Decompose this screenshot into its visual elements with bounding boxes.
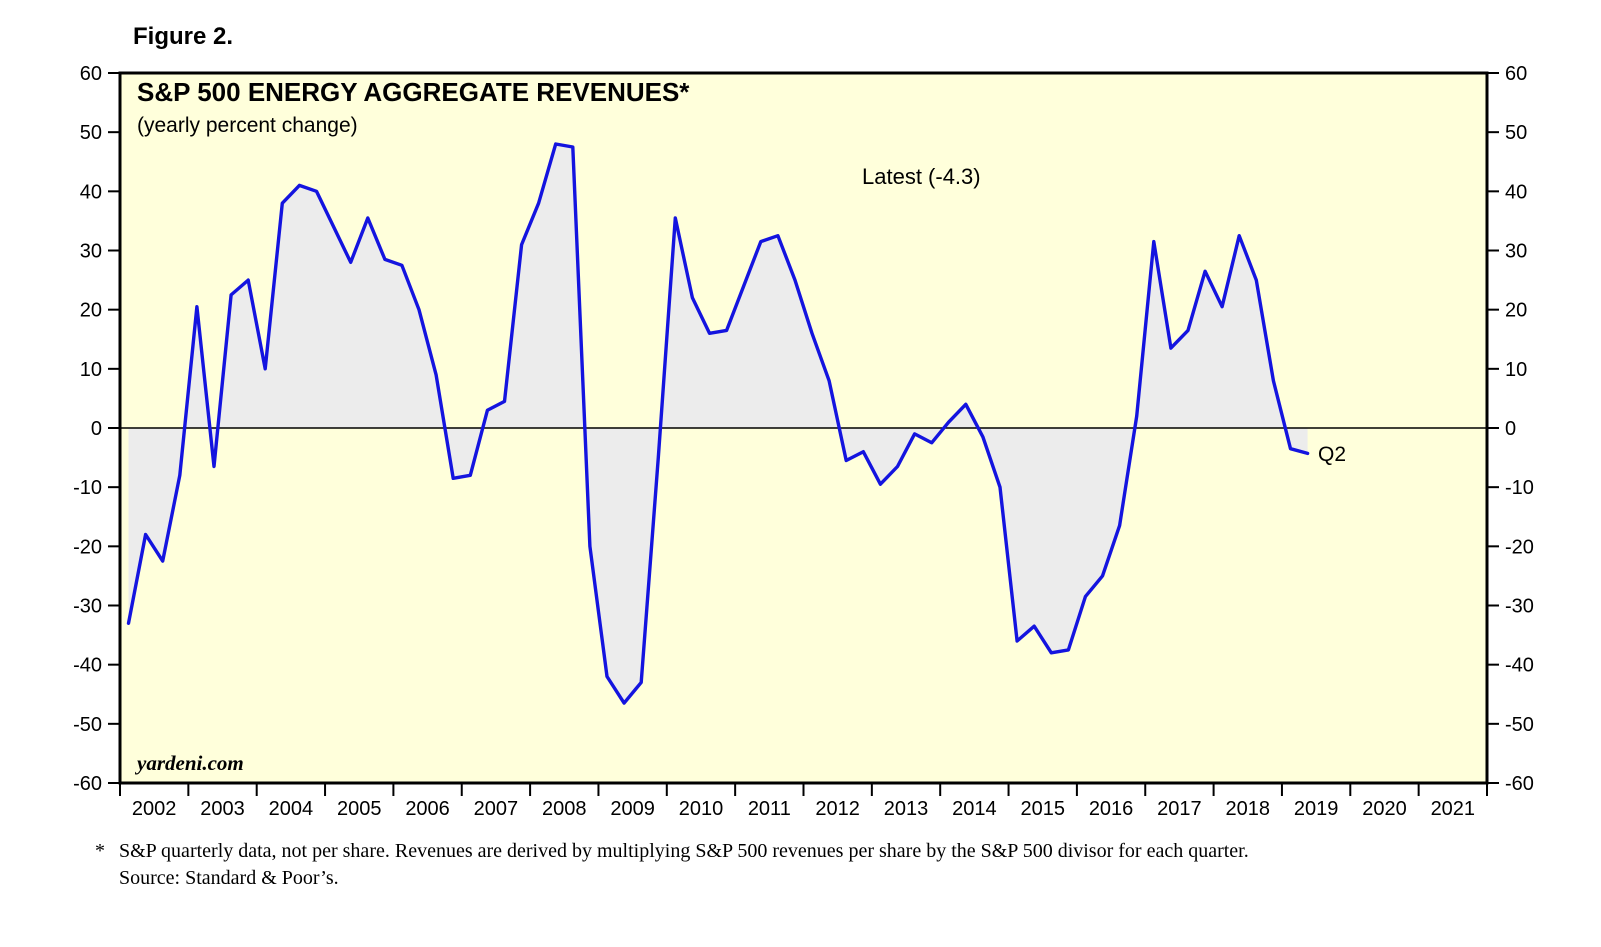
x-axis-label: 2016 <box>1089 798 1134 820</box>
x-axis-label: 2002 <box>132 798 177 820</box>
x-axis-label: 2019 <box>1294 798 1339 820</box>
y-axis-label-right: 0 <box>1505 418 1516 440</box>
footnote-marker: * <box>95 840 105 862</box>
x-axis-label: 2008 <box>542 798 587 820</box>
latest-annotation: Latest (-4.3) <box>862 164 981 189</box>
x-axis-label: 2006 <box>405 798 450 820</box>
x-axis-label: 2009 <box>610 798 655 820</box>
y-axis-label-right: 20 <box>1505 300 1527 322</box>
y-axis-label-right: 30 <box>1505 241 1527 263</box>
y-axis-label-left: 30 <box>80 241 102 263</box>
x-axis-label: 2014 <box>952 798 997 820</box>
y-axis-label-right: -40 <box>1505 655 1534 677</box>
x-axis-label: 2018 <box>1226 798 1271 820</box>
y-axis-label-right: -10 <box>1505 477 1534 499</box>
y-axis-label-right: -50 <box>1505 714 1534 736</box>
x-axis-label: 2013 <box>884 798 929 820</box>
x-axis-label: 2007 <box>474 798 519 820</box>
y-axis-label-left: -40 <box>73 655 102 677</box>
y-axis-label-left: 40 <box>80 181 102 203</box>
revenue-line <box>126 142 1310 705</box>
x-axis-label: 2011 <box>748 798 791 820</box>
y-axis-label-left: -30 <box>73 596 102 618</box>
y-axis-label-right: -60 <box>1505 773 1534 795</box>
figure-label: Figure 2. <box>133 23 233 50</box>
y-axis-label-left: -10 <box>73 477 102 499</box>
x-axis-label: 2017 <box>1157 798 1202 820</box>
plot-frame <box>118 71 1489 785</box>
footnote-line2: Source: Standard & Poor’s. <box>119 867 339 889</box>
area-fill <box>128 144 1308 704</box>
y-axis-label-left: -60 <box>73 773 102 795</box>
x-axis-label: 2015 <box>1020 798 1065 820</box>
x-axis-label: 2005 <box>337 798 382 820</box>
x-axis-label: 2004 <box>269 798 314 820</box>
y-axis-label-right: -20 <box>1505 536 1534 558</box>
y-axis-label-left: -20 <box>73 536 102 558</box>
y-axis-label-right: 40 <box>1505 181 1527 203</box>
x-axis-label: 2021 <box>1431 798 1476 820</box>
y-axis-label-left: 50 <box>80 122 102 144</box>
chart-title: S&P 500 ENERGY AGGREGATE REVENUES* <box>137 77 690 107</box>
y-axis-label-left: -50 <box>73 714 102 736</box>
y-axis-label-left: 0 <box>91 418 102 440</box>
x-axis-label: 2010 <box>679 798 724 820</box>
y-axis-label-right: -30 <box>1505 596 1534 618</box>
x-axis-label: 2003 <box>200 798 245 820</box>
chart-subtitle: (yearly percent change) <box>137 114 358 137</box>
series-end-label: Q2 <box>1318 443 1346 466</box>
y-axis-label-right: 50 <box>1505 122 1527 144</box>
x-axis-label: 2020 <box>1362 798 1407 820</box>
y-axis-label-left: 60 <box>80 63 102 85</box>
y-axis-label-right: 10 <box>1505 359 1527 381</box>
plot-layer: -60 -60 -50 -50 -40 -40 -30 -30 -20 -20 -10 -10 0 0 10… <box>73 63 1534 820</box>
x-axis-label: 2012 <box>815 798 860 820</box>
y-axis-label-right: 60 <box>1505 63 1527 85</box>
y-axis-label-left: 10 <box>80 359 102 381</box>
watermark: yardeni.com <box>134 751 244 775</box>
footnote-line1: S&P quarterly data, not per share. Reven… <box>119 840 1249 862</box>
y-axis-label-left: 20 <box>80 300 102 322</box>
